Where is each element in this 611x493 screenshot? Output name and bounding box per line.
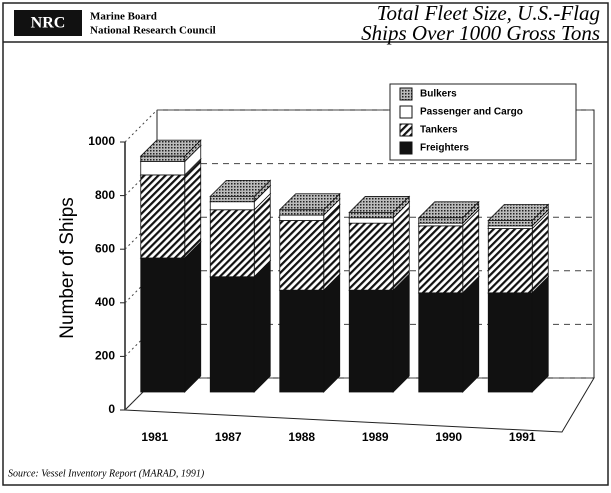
x-tick-label: 1981	[141, 430, 168, 444]
bar-segment	[418, 292, 464, 393]
legend-label: Freighters	[420, 143, 469, 154]
bar-segment	[418, 225, 464, 294]
y-tick-label: 800	[95, 188, 115, 202]
bar-segment	[348, 289, 394, 393]
chart-title: Ships Over 1000 Gross Tons	[361, 21, 600, 45]
legend-label: Tankers	[420, 125, 458, 136]
x-tick-label: 1991	[509, 430, 536, 444]
bar-side	[392, 273, 410, 393]
bar-side	[462, 275, 480, 393]
bar-segment	[348, 212, 394, 219]
logo-text: NRC	[31, 15, 66, 32]
legend-swatch	[399, 105, 413, 119]
x-tick-label: 1990	[435, 430, 462, 444]
bar-segment	[140, 174, 186, 259]
x-tick-label: 1988	[288, 430, 315, 444]
legend-box	[389, 83, 577, 161]
y-tick-label: 400	[95, 295, 115, 309]
y-tick-label: 200	[95, 349, 115, 363]
bar-segment	[348, 217, 394, 224]
y-tick-label: 0	[108, 402, 115, 416]
bar-segment	[487, 228, 533, 294]
bar-side	[253, 259, 271, 393]
bar-side	[184, 241, 202, 393]
bar-segment	[418, 217, 464, 224]
bar-segment	[487, 225, 533, 229]
bar-segment	[418, 222, 464, 227]
bar-segment	[209, 201, 255, 211]
grid-line	[124, 109, 158, 143]
frame	[2, 2, 609, 486]
bar-segment	[348, 222, 394, 291]
bar-segment	[487, 220, 533, 227]
logo	[14, 10, 82, 36]
source: Source: Vessel Inventory Report (MARAD, …	[8, 468, 205, 479]
x-tick-label: 1989	[362, 430, 389, 444]
y-tick-label: 600	[95, 241, 115, 255]
legend-swatch	[399, 87, 413, 101]
bar-segment	[279, 289, 325, 393]
bar-side	[184, 157, 202, 259]
chart-title: Total Fleet Size, U.S.-Flag	[377, 1, 600, 25]
bar-segment	[209, 209, 255, 278]
bar-segment	[140, 155, 186, 162]
legend-swatch	[399, 141, 413, 155]
legend-swatch	[399, 123, 413, 137]
legend-label: Bulkers	[420, 89, 457, 100]
x-tick-label: 1987	[215, 430, 242, 444]
bar-segment	[209, 276, 255, 393]
bar-segment	[487, 292, 533, 393]
bar-segment	[279, 220, 325, 291]
legend-label: Passenger and Cargo	[420, 107, 523, 118]
bar-segment	[140, 161, 186, 176]
org-line: Marine Board	[90, 11, 157, 23]
bar-segment	[209, 195, 255, 203]
bar-segment	[140, 257, 186, 393]
bar-segment	[279, 209, 325, 216]
y-axis-label: Number of Ships	[57, 197, 78, 339]
y-tick-label: 1000	[88, 134, 115, 148]
bar-side	[323, 273, 341, 393]
bar-segment	[279, 214, 325, 221]
bar-side	[531, 275, 549, 393]
org-line: National Research Council	[90, 25, 216, 37]
